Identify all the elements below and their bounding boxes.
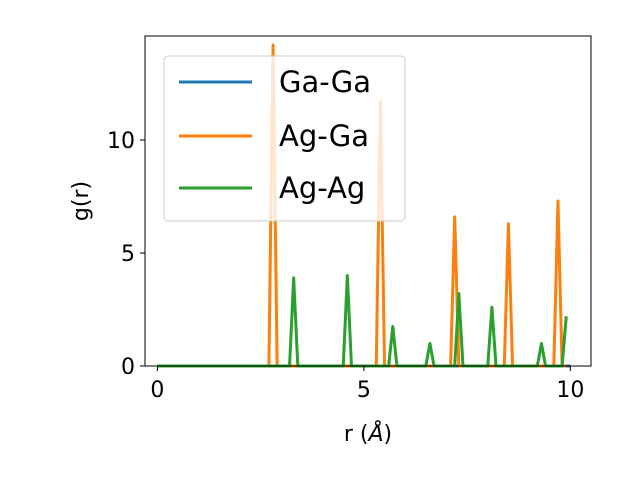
plot-frame [144, 35, 592, 367]
y-axis-label: g(r) [69, 181, 94, 221]
legend-label-ga-ga: Ga-Ga [279, 65, 371, 99]
legend-entry-ag-ag: Ag-Ag [179, 171, 365, 205]
legend-entry-ag-ga: Ag-Ga [179, 119, 369, 153]
legend: Ga-Ga Ag-Ga Ag-Ag [163, 55, 406, 222]
y-tick-label: 5 [121, 242, 135, 267]
axis-ticks: 0 5 10 0 5 10 [107, 129, 584, 403]
x-axis-label: r (Å) [344, 420, 392, 447]
legend-box [163, 55, 406, 222]
legend-label-ag-ag: Ag-Ag [279, 171, 365, 205]
legend-label-ag-ga: Ag-Ga [279, 119, 369, 153]
y-tick-label: 10 [107, 129, 135, 154]
x-tick-label: 10 [556, 378, 584, 403]
y-tick-label: 0 [121, 355, 135, 380]
x-tick-label: 5 [357, 378, 371, 403]
angstrom-symbol: Å [366, 420, 383, 447]
series-line-ag-ga [157, 43, 567, 368]
legend-entry-ga-ga: Ga-Ga [179, 65, 371, 99]
x-tick-label: 0 [150, 378, 164, 403]
